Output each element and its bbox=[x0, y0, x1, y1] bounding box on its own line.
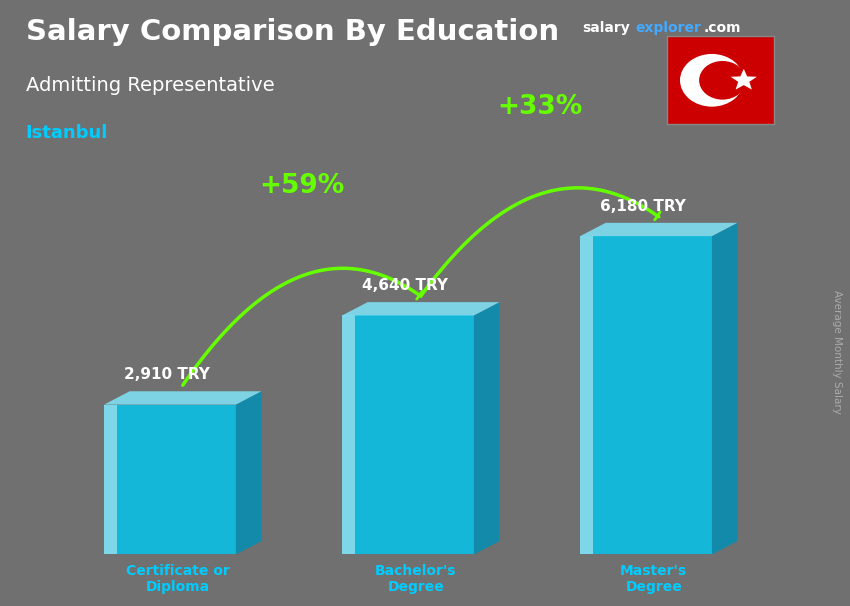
Text: Average Monthly Salary: Average Monthly Salary bbox=[832, 290, 842, 413]
Text: Salary Comparison By Education: Salary Comparison By Education bbox=[26, 18, 558, 46]
Polygon shape bbox=[342, 316, 355, 554]
Circle shape bbox=[680, 54, 744, 107]
Polygon shape bbox=[105, 405, 236, 554]
Polygon shape bbox=[105, 391, 262, 405]
Polygon shape bbox=[580, 223, 737, 236]
Polygon shape bbox=[711, 223, 737, 554]
Text: +59%: +59% bbox=[259, 173, 344, 199]
Text: Master's
Degree: Master's Degree bbox=[620, 564, 687, 594]
Polygon shape bbox=[342, 316, 474, 554]
Polygon shape bbox=[580, 236, 593, 554]
Text: Istanbul: Istanbul bbox=[26, 124, 108, 142]
Text: Certificate or
Diploma: Certificate or Diploma bbox=[126, 564, 230, 594]
Text: Bachelor's
Degree: Bachelor's Degree bbox=[375, 564, 456, 594]
Text: +33%: +33% bbox=[497, 94, 582, 120]
Text: .com: .com bbox=[704, 21, 741, 35]
Circle shape bbox=[699, 61, 746, 99]
Polygon shape bbox=[731, 69, 756, 90]
Polygon shape bbox=[105, 405, 117, 554]
Polygon shape bbox=[474, 302, 499, 554]
Polygon shape bbox=[236, 391, 262, 554]
Text: salary: salary bbox=[582, 21, 630, 35]
Text: 4,640 TRY: 4,640 TRY bbox=[362, 278, 448, 293]
Polygon shape bbox=[580, 236, 711, 554]
Text: explorer: explorer bbox=[636, 21, 701, 35]
Polygon shape bbox=[342, 302, 499, 316]
Text: 6,180 TRY: 6,180 TRY bbox=[600, 199, 686, 214]
Text: 2,910 TRY: 2,910 TRY bbox=[124, 367, 210, 382]
Text: Admitting Representative: Admitting Representative bbox=[26, 76, 274, 95]
